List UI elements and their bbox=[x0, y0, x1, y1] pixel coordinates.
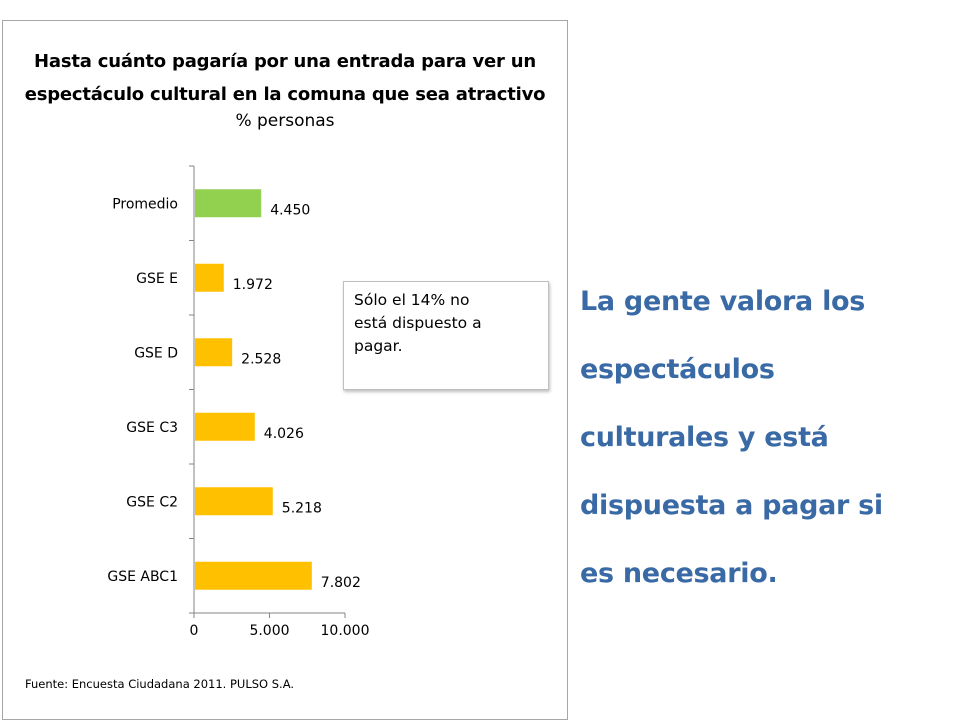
chart-title-line-2: espectáculo cultural en la comuna que se… bbox=[24, 84, 546, 105]
category-label-gse-c2: GSE C2 bbox=[126, 494, 178, 510]
category-label-gse-d: GSE D bbox=[134, 345, 178, 361]
x-tick-label: 5.000 bbox=[249, 623, 289, 639]
data-label-gse-c3: 4.026 bbox=[264, 426, 304, 442]
chart-title-line-1: Hasta cuánto pagaría por una entrada par… bbox=[34, 51, 536, 72]
bar-chart-plot: Promedio 4.450 GSE E 1.972 GSE D 2.528 GSE C3 4… bbox=[107, 165, 370, 639]
note-box: Sólo el 14% no está dispuesto a pagar. bbox=[343, 281, 549, 390]
side-statement-line-4: dispuesta a pagar si bbox=[580, 490, 883, 521]
data-label-promedio: 4.450 bbox=[270, 202, 310, 218]
note-line-1: Sólo el 14% no bbox=[354, 291, 470, 309]
x-tick-label: 10.000 bbox=[321, 623, 370, 639]
bar-gse-c3 bbox=[195, 412, 255, 441]
side-statement-line-3: culturales y está bbox=[580, 422, 829, 453]
chart-subtitle: % personas bbox=[235, 111, 335, 131]
side-statement-line-1: La gente valora los bbox=[580, 286, 866, 317]
side-statement: La gente valora los espectáculos cultura… bbox=[580, 268, 920, 608]
bar-promedio bbox=[195, 189, 262, 218]
category-label-gse-abc1: GSE ABC1 bbox=[107, 569, 178, 585]
data-label-gse-abc1: 7.802 bbox=[321, 575, 361, 591]
note-line-2: está dispuesto a bbox=[354, 314, 482, 332]
bar-gse-c2 bbox=[195, 487, 273, 516]
note-line-3: pagar. bbox=[354, 337, 403, 355]
category-label-gse-c3: GSE C3 bbox=[126, 420, 178, 436]
data-label-gse-e: 1.972 bbox=[233, 277, 273, 293]
source-note: Fuente: Encuesta Ciudadana 2011. PULSO S… bbox=[25, 677, 295, 691]
side-statement-line-5: es necesario. bbox=[580, 558, 778, 589]
category-label-promedio: Promedio bbox=[112, 196, 178, 212]
bar-gse-d bbox=[195, 338, 233, 367]
x-tick-label: 0 bbox=[190, 623, 199, 639]
side-statement-line-2: espectáculos bbox=[580, 354, 775, 385]
category-label-gse-e: GSE E bbox=[136, 271, 178, 287]
bar-gse-e bbox=[195, 263, 224, 292]
chart-frame: Hasta cuánto pagaría por una entrada par… bbox=[2, 20, 568, 720]
bar-gse-abc1 bbox=[195, 561, 312, 590]
data-label-gse-c2: 5.218 bbox=[282, 500, 322, 516]
data-label-gse-d: 2.528 bbox=[241, 351, 281, 367]
